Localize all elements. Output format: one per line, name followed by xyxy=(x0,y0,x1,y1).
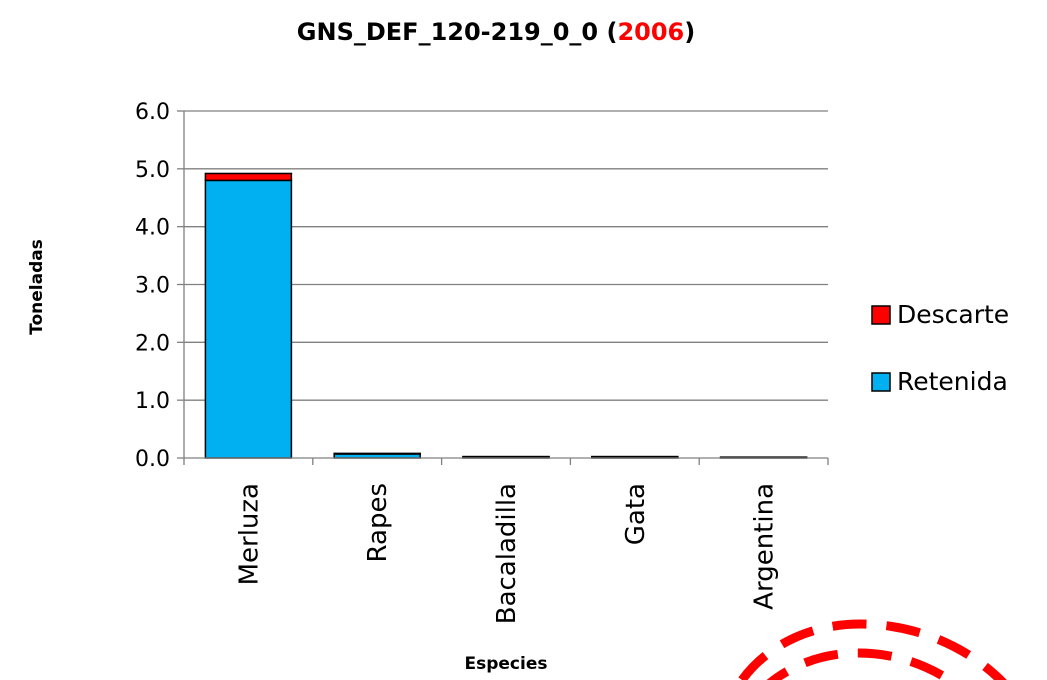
legend-swatch-descarte xyxy=(871,305,891,325)
y-tick-label: 3.0 xyxy=(135,274,170,299)
bar-descarte-bacaladilla xyxy=(462,455,550,458)
y-tick-label: 4.0 xyxy=(135,216,170,241)
bar-retenida-merluza xyxy=(204,179,293,459)
legend-swatch-retenida xyxy=(871,372,891,392)
legend-label-descarte: Descarte xyxy=(897,300,1009,329)
dashed-arc-outer xyxy=(738,619,1007,680)
bar-descarte-gata xyxy=(591,455,679,458)
axes xyxy=(177,110,829,465)
chart-title-close: ) xyxy=(684,18,695,46)
y-tick-label: 5.0 xyxy=(135,158,170,183)
y-tick-label: 6.0 xyxy=(135,100,170,125)
category-label-gata: Gata xyxy=(621,483,651,545)
y-tick-label: 1.0 xyxy=(135,389,170,414)
chart-title: GNS_DEF_120-219_0_0 (2006) xyxy=(297,18,695,46)
legend-item-descarte: Descarte xyxy=(871,300,1009,329)
category-label-argentina: Argentina xyxy=(750,483,780,610)
chart-title-year: 2006 xyxy=(617,18,684,46)
category-label-bacaladilla: Bacaladilla xyxy=(492,483,522,624)
category-labels: Merluza Rapes Bacaladilla Gata Argentina xyxy=(234,483,779,624)
legend: Descarte Retenida xyxy=(871,300,1009,396)
dashed-arc-inner xyxy=(766,648,958,680)
legend-item-retenida: Retenida xyxy=(871,367,1008,396)
category-label-merluza: Merluza xyxy=(234,483,264,585)
decorative-dashed-arcs xyxy=(738,619,1007,680)
y-tick-label: 0.0 xyxy=(135,447,170,472)
bar-descarte-rapes xyxy=(333,452,421,455)
legend-label-retenida: Retenida xyxy=(897,367,1008,396)
bars xyxy=(204,172,808,459)
y-tick-label: 2.0 xyxy=(135,331,170,356)
bar-descarte-merluza xyxy=(204,172,293,182)
y-axis-title: Toneladas xyxy=(27,239,47,335)
y-tick-labels: 0.0 1.0 2.0 3.0 4.0 5.0 6.0 xyxy=(135,100,170,472)
category-label-rapes: Rapes xyxy=(363,483,393,562)
chart-title-main: GNS_DEF_120-219_0_0 ( xyxy=(297,18,618,46)
x-axis-title: Especies xyxy=(465,654,548,674)
